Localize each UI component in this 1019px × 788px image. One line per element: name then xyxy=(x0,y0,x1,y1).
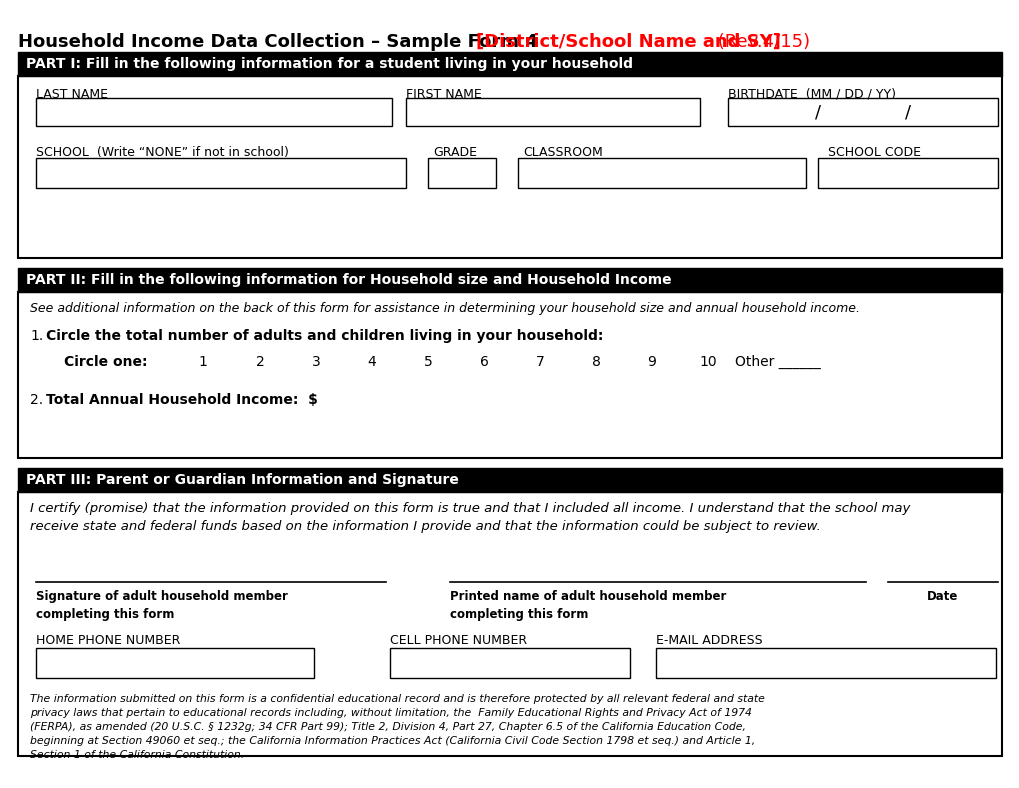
Text: 2: 2 xyxy=(256,355,264,369)
Text: SCHOOL  (Write “NONE” if not in school): SCHOOL (Write “NONE” if not in school) xyxy=(36,146,288,158)
Text: /: / xyxy=(814,103,820,121)
Text: Signature of adult household member
completing this form: Signature of adult household member comp… xyxy=(36,590,287,621)
Text: PART I: Fill in the following information for a student living in your household: PART I: Fill in the following informatio… xyxy=(25,57,633,71)
Text: BIRTHDATE  (MM / DD / YY): BIRTHDATE (MM / DD / YY) xyxy=(728,87,895,101)
Text: Date: Date xyxy=(926,590,958,603)
Text: Printed name of adult household member
completing this form: Printed name of adult household member c… xyxy=(449,590,726,621)
Bar xyxy=(728,98,997,126)
Text: Total Annual Household Income:  $: Total Annual Household Income: $ xyxy=(46,393,318,407)
Text: 1.: 1. xyxy=(30,329,43,343)
Text: CLASSROOM: CLASSROOM xyxy=(523,146,602,158)
Text: FIRST NAME: FIRST NAME xyxy=(406,87,481,101)
Bar xyxy=(18,268,1001,292)
Text: SCHOOL CODE: SCHOOL CODE xyxy=(827,146,920,158)
Bar xyxy=(18,468,1001,492)
Text: Circle the total number of adults and children living in your household:: Circle the total number of adults and ch… xyxy=(46,329,603,343)
Text: E-MAIL ADDRESS: E-MAIL ADDRESS xyxy=(655,634,762,646)
Text: HOME PHONE NUMBER: HOME PHONE NUMBER xyxy=(36,634,180,646)
Bar xyxy=(817,158,997,188)
Text: /: / xyxy=(904,103,910,121)
Text: 2.: 2. xyxy=(30,393,43,407)
Text: 1: 1 xyxy=(199,355,207,369)
Bar xyxy=(518,158,805,188)
Text: GRADE: GRADE xyxy=(433,146,477,158)
Text: [District/School Name and SY]: [District/School Name and SY] xyxy=(476,33,781,51)
Text: CELL PHONE NUMBER: CELL PHONE NUMBER xyxy=(389,634,527,646)
Text: (Rev.4/15): (Rev.4/15) xyxy=(711,33,809,51)
Text: 3: 3 xyxy=(312,355,320,369)
Text: Other ______: Other ______ xyxy=(735,355,820,369)
Text: 4: 4 xyxy=(367,355,376,369)
Text: 9: 9 xyxy=(647,355,656,369)
Text: The information submitted on this form is a confidential educational record and : The information submitted on this form i… xyxy=(30,694,764,760)
Text: 7: 7 xyxy=(535,355,544,369)
Text: Household Income Data Collection – Sample Form 4: Household Income Data Collection – Sampl… xyxy=(18,33,543,51)
Text: 8: 8 xyxy=(591,355,600,369)
Text: 6: 6 xyxy=(479,355,488,369)
Bar xyxy=(406,98,699,126)
Bar xyxy=(389,648,630,678)
Bar xyxy=(428,158,495,188)
Bar xyxy=(18,76,1001,258)
Text: See additional information on the back of this form for assistance in determinin: See additional information on the back o… xyxy=(30,302,859,314)
Bar xyxy=(36,648,314,678)
Text: LAST NAME: LAST NAME xyxy=(36,87,108,101)
Bar xyxy=(18,292,1001,458)
Text: PART III: Parent or Guardian Information and Signature: PART III: Parent or Guardian Information… xyxy=(25,473,459,487)
Bar xyxy=(18,492,1001,756)
Text: 5: 5 xyxy=(423,355,432,369)
Bar xyxy=(36,158,406,188)
Text: Circle one:: Circle one: xyxy=(64,355,148,369)
Text: PART II: Fill in the following information for Household size and Household Inco: PART II: Fill in the following informati… xyxy=(25,273,671,287)
Bar xyxy=(18,52,1001,76)
Bar xyxy=(655,648,995,678)
Text: I certify (promise) that the information provided on this form is true and that : I certify (promise) that the information… xyxy=(30,502,910,533)
Text: 10: 10 xyxy=(698,355,716,369)
Bar xyxy=(36,98,391,126)
